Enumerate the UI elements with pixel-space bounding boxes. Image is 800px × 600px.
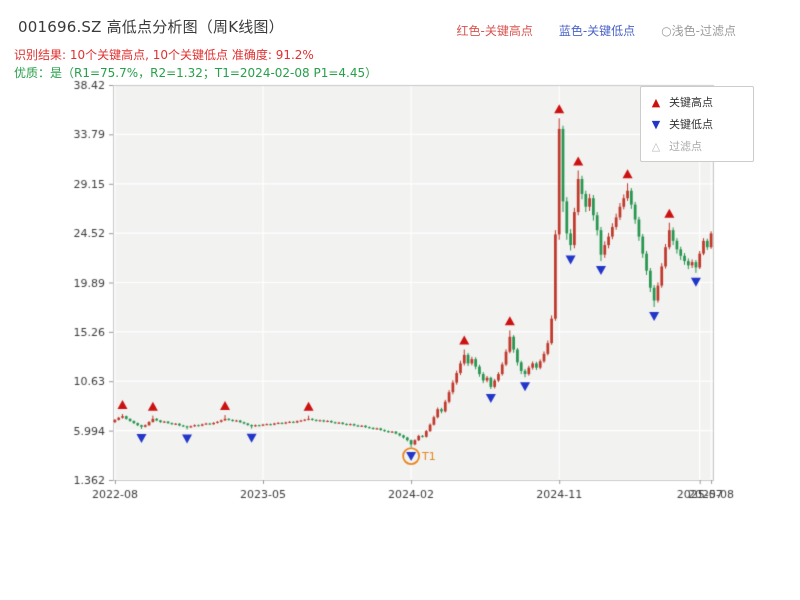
triangle-down-icon: ▼ xyxy=(651,117,661,131)
color-key-low-label: 蓝色-关键低点 xyxy=(558,24,636,38)
triangle-up-icon: ▲ xyxy=(651,95,661,109)
plot-legend: ▲ 关键高点 ▼ 关键低点 △ 过滤点 xyxy=(640,86,754,162)
color-key-high-label: 红色-关键高点 xyxy=(456,24,533,38)
recognition-result-text: 识别结果: 10个关键高点, 10个关键低点 准确度: 91.2% xyxy=(14,48,314,62)
triangle-outline-icon: △ xyxy=(651,139,661,153)
color-key-filter-label: ○浅色-过滤点 xyxy=(661,24,736,38)
quality-result-text: 优质：是（R1=75.7%，R2=1.32；T1=2024-02-08 P1=4… xyxy=(14,66,378,80)
color-key: 红色-关键高点 蓝色-关键低点 ○浅色-过滤点 xyxy=(457,22,737,39)
legend-item-label: 过滤点 xyxy=(669,140,702,153)
legend-item-filtered: △ 过滤点 xyxy=(649,138,745,154)
legend-item-key-high: ▲ 关键高点 xyxy=(649,94,745,110)
chart-title: 001696.SZ 高低点分析图（周K线图） xyxy=(18,18,284,36)
legend-item-label: 关键高点 xyxy=(669,96,713,109)
legend-item-key-low: ▼ 关键低点 xyxy=(649,116,745,132)
legend-item-label: 关键低点 xyxy=(669,118,713,131)
